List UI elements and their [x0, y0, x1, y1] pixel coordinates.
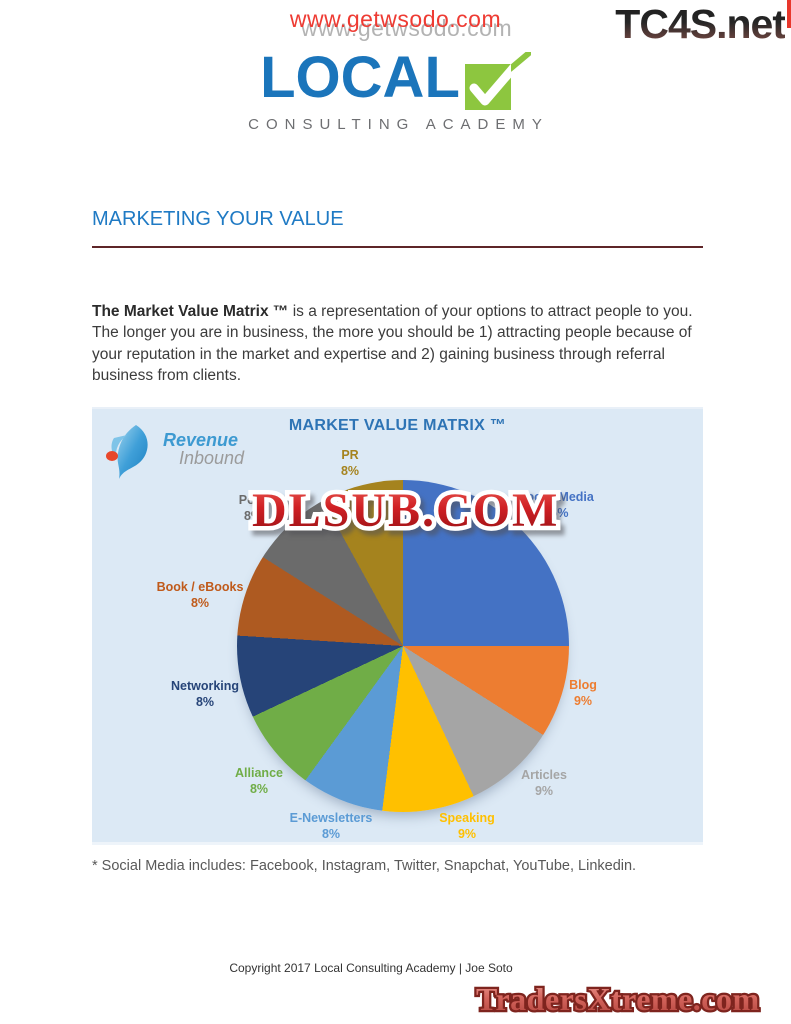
top-watermark-ghost: www.getwsodo.com — [300, 15, 513, 41]
local-logo-text: LOCAL — [260, 45, 460, 110]
pie-label-social-media: Social Media25% — [518, 490, 594, 520]
corner-red-strip — [787, 0, 791, 28]
tradersxtreme-glow: TradersXtreme.com — [472, 977, 763, 1021]
inbound-text: Inbound — [179, 448, 245, 468]
pie-label-speaking: Speaking 9% — [439, 811, 495, 841]
checkmark-icon — [464, 52, 531, 110]
local-logo-row: LOCAL — [260, 45, 531, 112]
chart-area: MARKET VALUE MATRIX ™ Revenue Inbound So… — [92, 407, 703, 845]
footnote: * Social Media includes: Facebook, Insta… — [92, 858, 637, 874]
dlsub-watermark-stroke: DLSUB.COM — [247, 480, 561, 542]
revenue-inbound-icon — [106, 425, 148, 479]
copyright-footer: Copyright 2017 Local Consulting Academy … — [229, 961, 513, 975]
pie — [237, 480, 569, 812]
page-title: MARKETING YOUR VALUE — [92, 208, 344, 230]
local-logo: LOCAL CONSULTING ACADEMY — [0, 45, 791, 134]
chart-title: MARKET VALUE MATRIX ™ — [288, 417, 507, 434]
pie-label-e-newsletters: E-Newsletters 8% — [289, 811, 373, 841]
heading-rule — [92, 246, 703, 248]
pie-label-blog: Blog 9% — [569, 678, 597, 708]
pie-label-alliance: Alliance 8% — [235, 766, 283, 796]
revenue-inbound-logo: Revenue Inbound — [105, 423, 244, 481]
top-watermark-text: www.getwsodo.com — [289, 6, 502, 32]
dlsub-watermark-text: DLSUB.COM — [252, 484, 560, 537]
tradersxtreme-outline: TradersXtreme.com — [474, 979, 762, 1020]
pie-label-networking: Networking 8% — [170, 679, 240, 709]
pie-label-book-ebooks: Book / eBooks 8% — [156, 580, 244, 610]
revenue-inbound-wordmark: Revenue Inbound — [163, 431, 244, 467]
body-paragraph: The Market Value Matrix ™ is a represent… — [92, 301, 710, 387]
tc4s-watermark: TC4S.net — [615, 1, 786, 47]
paragraph-text: is a representation of your options to a… — [92, 302, 693, 385]
revenue-text: Revenue — [163, 430, 239, 450]
dlsub-watermark: DLSUB.COM DLSUB.COM — [247, 480, 561, 542]
paragraph-lead-bold: The Market Value Matrix ™ — [92, 302, 289, 320]
pie-label-pr: PR 8% — [340, 448, 360, 478]
top-watermark: www.getwsodo.com www.getwsodo.com — [0, 6, 791, 41]
tradersxtreme-text: TradersXtreme.com — [476, 981, 760, 1017]
pie-label-po-: Po…8% — [183, 492, 323, 524]
pie-label-articles: Articles 9% — [521, 768, 567, 798]
local-logo-subtitle: CONSULTING ACADEMY — [248, 116, 549, 133]
